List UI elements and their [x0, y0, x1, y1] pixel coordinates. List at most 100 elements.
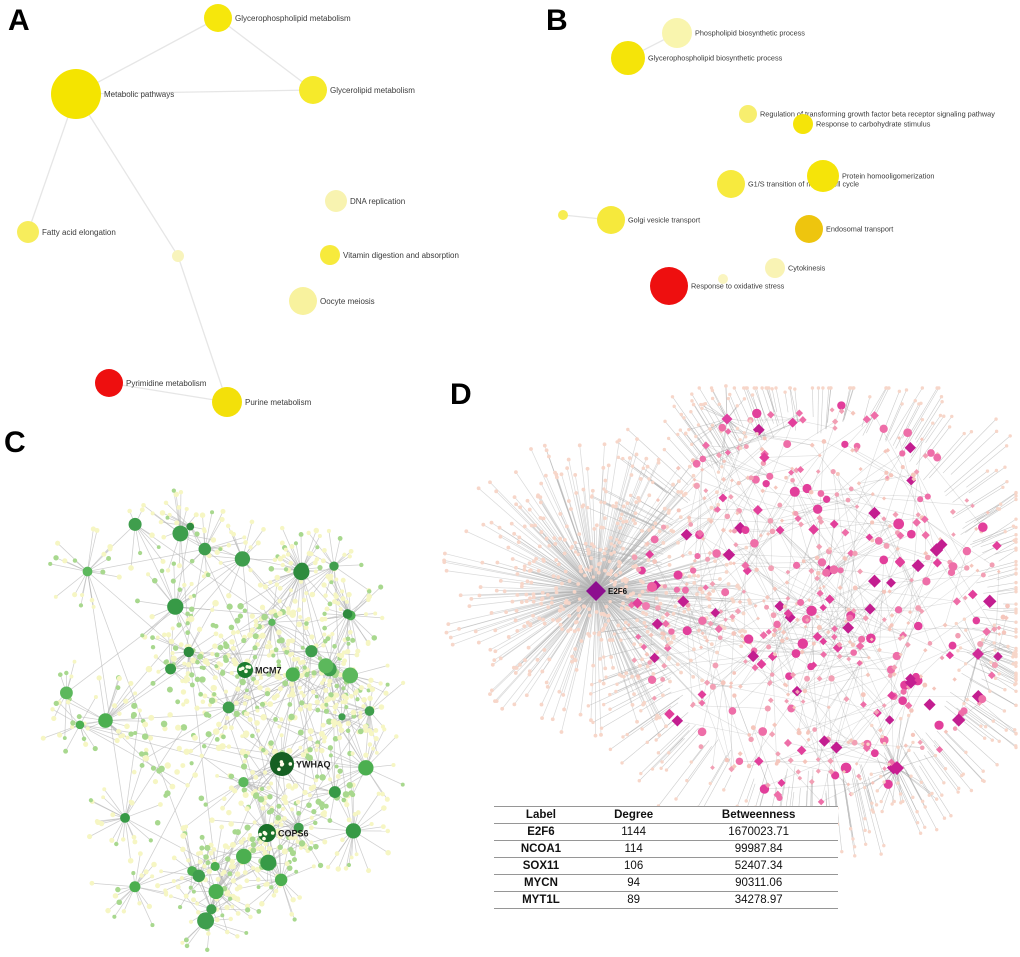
diamond-node [829, 407, 835, 413]
diamond-node [707, 620, 714, 627]
diamond-node [730, 478, 734, 483]
diamond-node [855, 641, 865, 651]
network-node [212, 387, 242, 417]
diamond-node [873, 709, 880, 715]
network-node [95, 369, 123, 397]
diamond-node [697, 690, 707, 699]
network-edge [75, 93, 179, 257]
diamond-node [721, 413, 733, 425]
hub-node [120, 812, 130, 823]
diamond-node [884, 715, 895, 725]
diamond-node [677, 595, 690, 608]
diamond-node [704, 638, 710, 643]
hub-label: COPS6 [278, 828, 309, 838]
node-label: Response to oxidative stress [691, 282, 785, 291]
table-cell-label: E2F6 [494, 823, 588, 841]
diamond-node [760, 488, 766, 494]
network-node [597, 206, 625, 234]
network-node [718, 274, 728, 284]
table-cell-betweenness: 1670023.71 [679, 823, 838, 841]
hub-node [338, 713, 346, 721]
network-edge [75, 17, 219, 95]
diamond-node [794, 514, 802, 523]
diamond-node [772, 722, 778, 728]
diamond-node [684, 582, 689, 587]
network-node [320, 245, 340, 265]
diamond-node [737, 751, 743, 757]
diamond-node [847, 639, 853, 644]
diamond-node [866, 655, 871, 660]
diamond-node [710, 607, 721, 618]
diamond-node [821, 584, 826, 589]
diamond-node [632, 597, 643, 609]
diamond-node [846, 740, 851, 745]
hub-node [329, 561, 339, 571]
diamond-node [702, 496, 707, 501]
diamond-node [972, 648, 984, 660]
node-label: Pyrimidine metabolism [126, 379, 207, 388]
diamond-node [761, 599, 766, 603]
network-node [662, 18, 692, 48]
nodes-layer [442, 384, 1018, 866]
diamond-node [877, 727, 883, 733]
hub-node [358, 760, 374, 776]
table-row: SOX11 106 52407.34 [494, 857, 838, 875]
hub-node [318, 658, 334, 674]
table-cell-label: NCOA1 [494, 840, 588, 858]
diamond-node [864, 603, 876, 615]
diamond-node [854, 762, 859, 766]
network-node [807, 160, 839, 192]
table-cell-betweenness: 34278.97 [679, 891, 838, 909]
diamond-node [891, 671, 897, 677]
diamond-node [627, 623, 631, 627]
diamond-node [662, 619, 670, 628]
diamond-node [671, 715, 684, 727]
diamond-node [729, 613, 736, 620]
diamond-node [764, 594, 770, 600]
diamond-node [783, 608, 793, 618]
table-row: MYCN 94 90311.06 [494, 874, 838, 892]
diamond-node [897, 436, 902, 440]
diamond-node [635, 633, 642, 640]
diamond-node [786, 692, 791, 697]
diamond-node [723, 617, 728, 622]
diamond-node [741, 561, 750, 570]
diamond-node [942, 622, 948, 628]
diamond-node [964, 498, 970, 503]
diamond-node [631, 657, 638, 664]
diamond-node [648, 632, 654, 638]
diamond-node [701, 536, 706, 541]
diamond-node [759, 446, 765, 452]
diamond-node [700, 467, 705, 472]
diamond-node [975, 568, 980, 573]
diamond-node [920, 515, 929, 524]
hub-node [234, 551, 251, 567]
diamond-node [904, 442, 917, 454]
diamond-node [906, 621, 911, 626]
diamond-node [782, 682, 788, 687]
diamond-node [728, 684, 733, 689]
diamond-node [664, 708, 675, 720]
table-header-degree: Degree [587, 806, 680, 824]
diamond-node [841, 528, 850, 537]
diamond-node [983, 594, 997, 609]
diamond-node [832, 425, 838, 431]
edges-layer [43, 490, 404, 950]
diamond-node [865, 533, 874, 541]
diamond-node [720, 527, 727, 533]
diamond-node [836, 653, 843, 660]
diamond-node [816, 675, 823, 682]
diamond-node [645, 541, 650, 546]
hub-node [305, 645, 318, 658]
diamond-node [747, 650, 760, 663]
diamond-node [661, 631, 667, 637]
network-node [299, 76, 327, 104]
diamond-node [817, 798, 825, 806]
node-label: DNA replication [350, 197, 405, 206]
network-node [289, 287, 317, 315]
diamond-node [758, 533, 763, 538]
diamond-node [707, 550, 713, 556]
diamond-node [784, 698, 789, 704]
diamond-node [868, 574, 882, 588]
diamond-node [793, 467, 800, 474]
